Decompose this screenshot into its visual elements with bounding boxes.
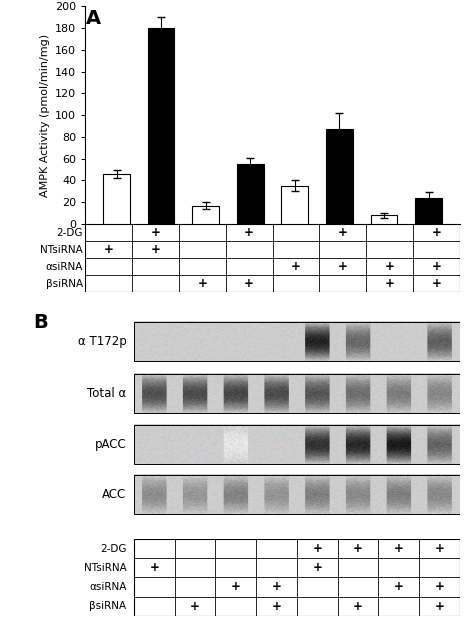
Bar <box>148 28 174 224</box>
Text: +: + <box>231 580 241 593</box>
Bar <box>192 205 219 224</box>
Text: Total α: Total α <box>87 387 127 400</box>
Text: +: + <box>104 243 114 256</box>
Text: +: + <box>394 542 404 555</box>
Text: +: + <box>244 277 254 290</box>
Bar <box>134 322 460 361</box>
Text: +: + <box>431 226 441 239</box>
Bar <box>134 374 460 413</box>
Text: 2-DG: 2-DG <box>56 228 83 238</box>
Text: +: + <box>338 260 348 273</box>
Bar <box>103 174 130 224</box>
Text: +: + <box>435 542 444 555</box>
Bar <box>326 129 353 224</box>
Text: +: + <box>384 260 394 273</box>
Text: +: + <box>384 277 394 290</box>
Text: 2-DG: 2-DG <box>100 544 127 554</box>
Text: +: + <box>190 600 200 613</box>
Bar <box>134 425 460 464</box>
Bar <box>415 198 442 224</box>
Text: +: + <box>272 600 282 613</box>
Text: α T172p: α T172p <box>78 335 127 348</box>
Text: αsiRNA: αsiRNA <box>46 262 83 272</box>
Text: ACC: ACC <box>102 488 127 501</box>
Text: +: + <box>435 600 444 613</box>
Text: +: + <box>394 580 404 593</box>
Y-axis label: AMPK Activity (pmol/min/mg): AMPK Activity (pmol/min/mg) <box>40 34 50 197</box>
Text: +: + <box>431 260 441 273</box>
Text: pACC: pACC <box>95 438 127 451</box>
Text: +: + <box>149 561 159 574</box>
Bar <box>282 186 308 224</box>
Text: +: + <box>272 580 282 593</box>
Text: αsiRNA: αsiRNA <box>89 582 127 592</box>
Text: +: + <box>312 542 322 555</box>
Text: A: A <box>86 9 101 29</box>
Text: +: + <box>338 226 348 239</box>
Text: +: + <box>151 243 161 256</box>
Bar <box>237 164 264 224</box>
Text: +: + <box>244 226 254 239</box>
Text: +: + <box>151 226 161 239</box>
Bar <box>134 539 460 616</box>
Text: +: + <box>291 260 301 273</box>
Text: βsiRNA: βsiRNA <box>46 279 83 289</box>
Bar <box>371 215 397 224</box>
Text: +: + <box>353 600 363 613</box>
Text: NTsiRNA: NTsiRNA <box>40 244 83 254</box>
Text: B: B <box>33 313 48 332</box>
Text: +: + <box>312 561 322 574</box>
Text: +: + <box>435 580 444 593</box>
Text: +: + <box>197 277 207 290</box>
Text: +: + <box>353 542 363 555</box>
Text: +: + <box>431 277 441 290</box>
Bar <box>134 475 460 514</box>
Text: NTsiRNA: NTsiRNA <box>84 563 127 573</box>
Text: βsiRNA: βsiRNA <box>90 601 127 611</box>
